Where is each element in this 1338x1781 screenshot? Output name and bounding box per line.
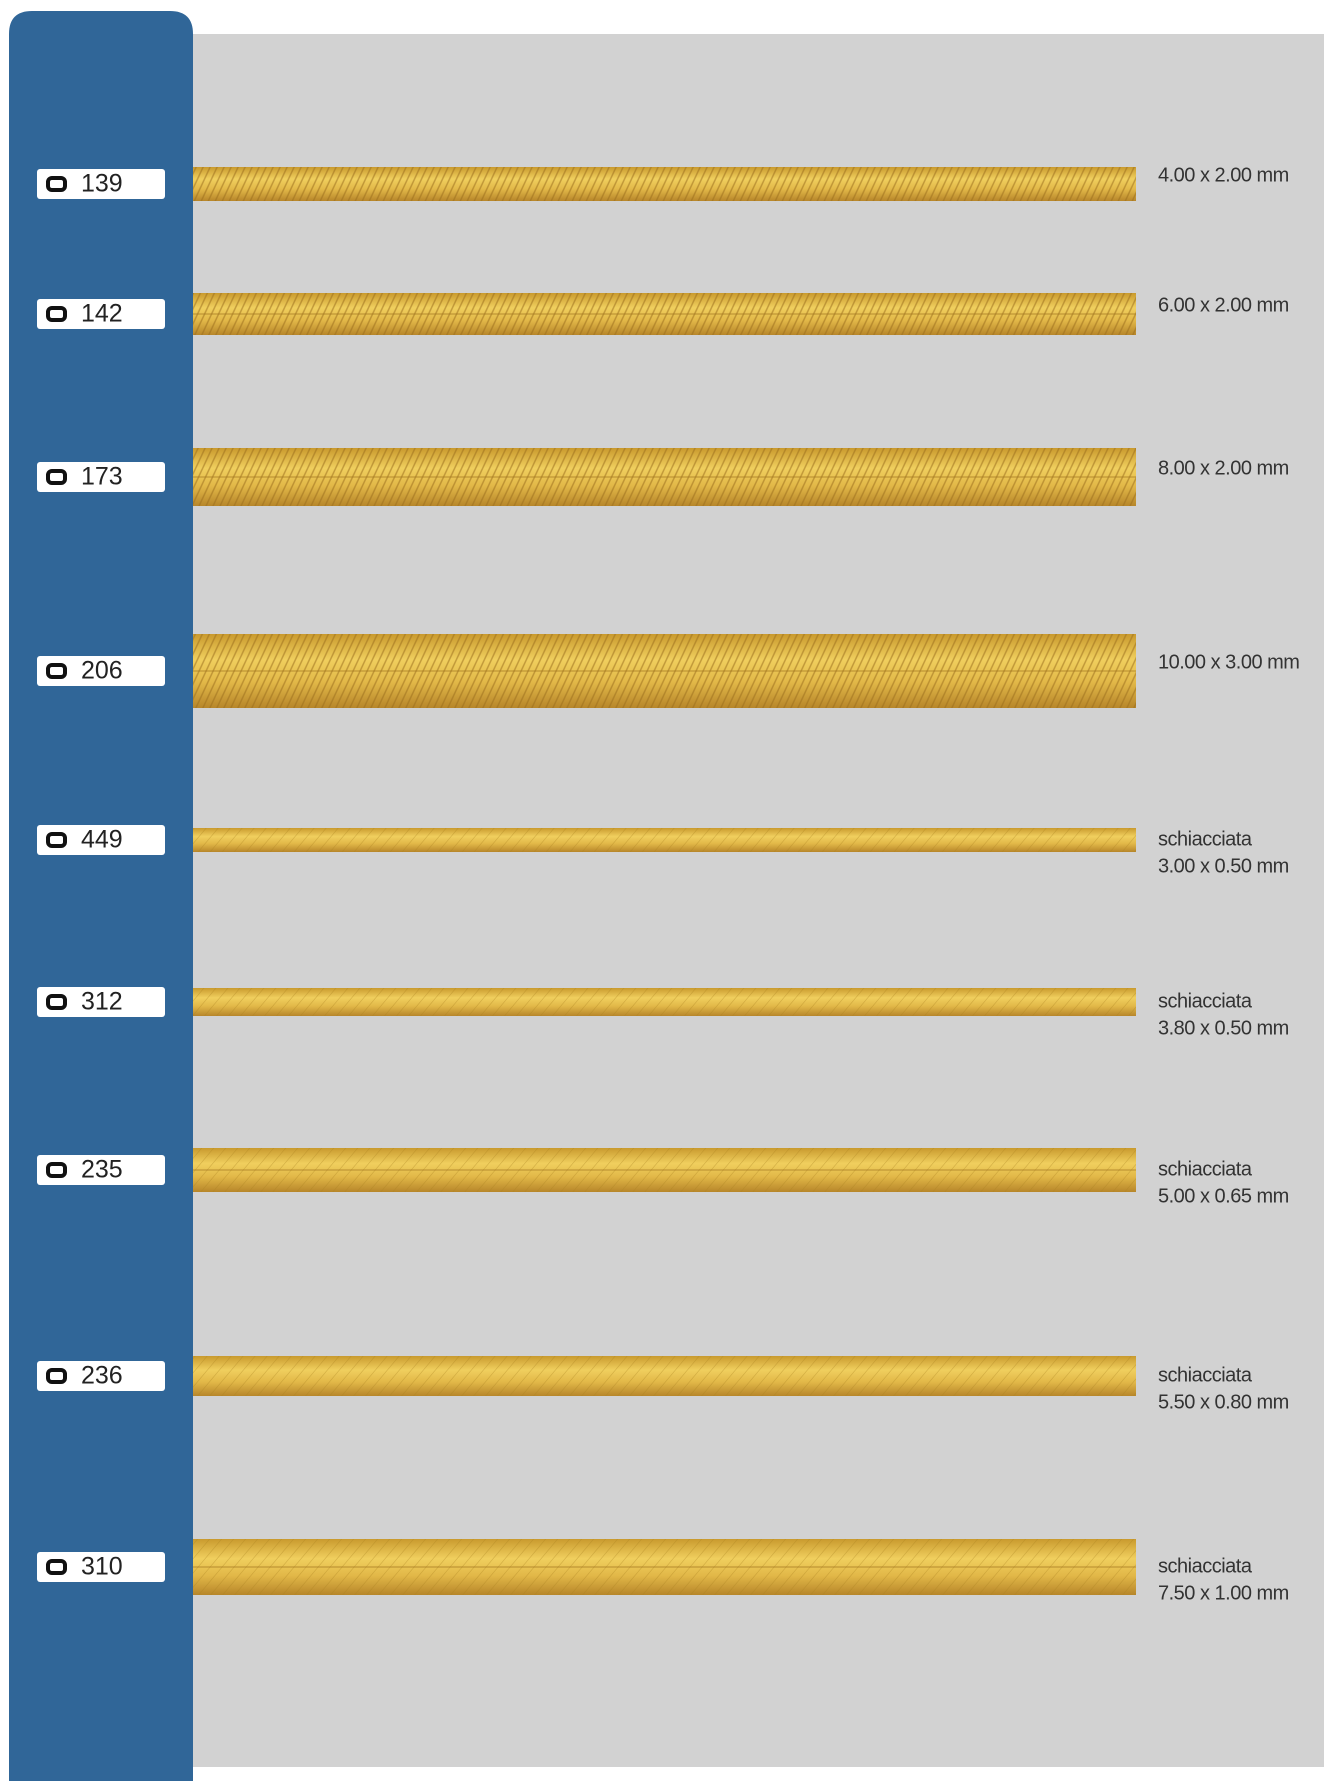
- sidebar: [9, 11, 193, 1781]
- chain-texture: [193, 828, 1136, 852]
- spec-text: 3.00 x 0.50 mm: [1158, 855, 1289, 877]
- spec-text: schiacciata: [1158, 828, 1253, 850]
- product-code: 235: [81, 1156, 123, 1184]
- spec-text: 7.50 x 1.00 mm: [1158, 1582, 1289, 1604]
- spec-text: schiacciata: [1158, 990, 1253, 1012]
- spec-text: schiacciata: [1158, 1555, 1253, 1577]
- catalog: 139 4.00 x 2.00 mm 142 6.00 x 2.00 mm 173 8.0…: [0, 0, 1338, 1781]
- product-code: 139: [81, 170, 123, 198]
- chain-texture: [193, 167, 1136, 201]
- spec-text: 6.00 x 2.00 mm: [1158, 294, 1289, 316]
- spec-text: 4.00 x 2.00 mm: [1158, 164, 1289, 186]
- product-code: 142: [81, 300, 123, 328]
- chain-texture: [193, 1356, 1136, 1396]
- chain-row: 173 8.00 x 2.00 mm: [37, 448, 1289, 506]
- chain-row: 139 4.00 x 2.00 mm: [37, 164, 1289, 201]
- product-code: 236: [81, 1362, 123, 1390]
- chain-texture: [193, 988, 1136, 1016]
- spec-text: schiacciata: [1158, 1158, 1253, 1180]
- spec-text: 3.80 x 0.50 mm: [1158, 1017, 1289, 1039]
- page: 139 4.00 x 2.00 mm 142 6.00 x 2.00 mm 173 8.0…: [0, 0, 1338, 1781]
- chain-row: 310 schiacciata 7.50 x 1.00 mm: [37, 1539, 1289, 1604]
- spec-text: schiacciata: [1158, 1364, 1253, 1386]
- product-code: 173: [81, 463, 123, 491]
- product-code: 206: [81, 657, 123, 685]
- spec-text: 8.00 x 2.00 mm: [1158, 457, 1289, 479]
- spec-text: 5.50 x 0.80 mm: [1158, 1391, 1289, 1413]
- product-code: 310: [81, 1553, 123, 1581]
- spec-text: 5.00 x 0.65 mm: [1158, 1185, 1289, 1207]
- chain-row: 142 6.00 x 2.00 mm: [37, 293, 1289, 335]
- product-code: 312: [81, 988, 123, 1016]
- product-code: 449: [81, 826, 123, 854]
- spec-text: 10.00 x 3.00 mm: [1158, 651, 1299, 673]
- chain-row: 206 10.00 x 3.00 mm: [37, 634, 1299, 708]
